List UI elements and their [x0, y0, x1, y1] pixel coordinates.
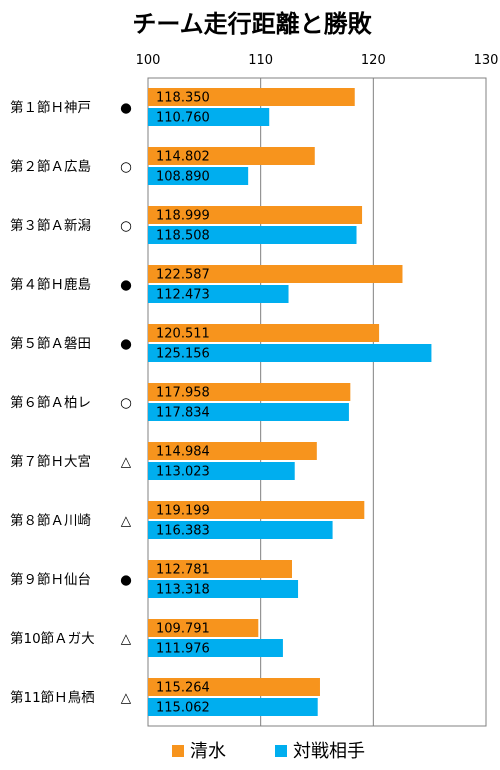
category-label: 第８節Ａ川崎 [10, 512, 91, 529]
data-label: 113.318 [156, 583, 210, 598]
bar [148, 324, 380, 342]
legend: 清水 対戦相手 [172, 741, 365, 762]
data-label: 116.383 [156, 524, 210, 539]
data-label: 118.508 [156, 229, 210, 244]
grid-lines [147, 77, 487, 727]
result-mark: ● [120, 336, 132, 352]
bar [148, 226, 357, 244]
bar [148, 344, 432, 362]
data-label: 118.999 [156, 209, 210, 224]
data-label: 117.958 [156, 386, 210, 401]
result-mark: ○ [120, 395, 132, 411]
data-label: 115.264 [156, 681, 210, 696]
bar [148, 265, 403, 283]
result-mark: △ [121, 454, 132, 470]
result-mark: △ [121, 690, 132, 706]
result-mark: ○ [120, 159, 132, 175]
plot-frame [147, 77, 487, 727]
x-tick-label: 110 [248, 53, 273, 68]
data-label: 120.511 [156, 327, 210, 342]
category-label: 第４節Ｈ鹿島 [10, 276, 91, 293]
bar [148, 88, 355, 106]
bars: 118.350 110.760 114.802 108.890 118.999 118.5… [148, 88, 432, 716]
bar [148, 698, 318, 716]
x-tick-label: 120 [361, 53, 386, 68]
bar [148, 462, 295, 480]
data-label: 118.350 [156, 91, 210, 106]
data-label: 108.890 [156, 170, 210, 185]
data-label: 115.062 [156, 701, 210, 716]
bar [148, 442, 317, 460]
x-axis-ticks: 100 110 120 130 [136, 53, 499, 68]
bar [148, 639, 283, 657]
x-tick-label: 100 [136, 53, 161, 68]
bar [148, 678, 320, 696]
category-label: 第３節Ａ新潟 [10, 217, 91, 234]
data-label: 114.984 [156, 445, 210, 460]
category-label: 第７節Ｈ大宮 [10, 453, 91, 470]
category-labels: 第１節Ｈ神戸 ● 第２節Ａ広島 ○ 第３節Ａ新潟 ○ 第４節Ｈ鹿島 ● 第５節Ａ磐田 ● 第６節Ａ柏… [10, 99, 132, 706]
category-label: 第５節Ａ磐田 [10, 335, 91, 352]
result-mark: ● [120, 277, 132, 293]
bar [148, 560, 292, 578]
category-label: 第９節Ｈ仙台 [10, 571, 91, 588]
legend-swatch [275, 745, 287, 757]
data-label: 114.802 [156, 150, 210, 165]
result-mark: ● [120, 100, 132, 116]
bar [148, 383, 351, 401]
bar [148, 580, 299, 598]
data-label: 112.781 [156, 563, 210, 578]
data-label: 122.587 [156, 268, 210, 283]
result-mark: ○ [120, 218, 132, 234]
bar [148, 147, 315, 165]
bar [148, 167, 249, 185]
category-label: 第６節Ａ柏レ [10, 394, 91, 411]
category-label: 第１節Ｈ神戸 [10, 99, 91, 116]
bar [148, 285, 289, 303]
bar [148, 206, 363, 224]
data-label: 117.834 [156, 406, 210, 421]
data-label: 113.023 [156, 465, 210, 480]
category-label: 第10節Ａガ大 [10, 630, 95, 647]
bar [148, 108, 270, 126]
data-label: 110.760 [156, 111, 210, 126]
result-mark: △ [121, 631, 132, 647]
legend-label: 清水 [190, 741, 226, 762]
bar [148, 521, 333, 539]
data-label: 119.199 [156, 504, 210, 519]
category-label: 第２節Ａ広島 [10, 158, 91, 175]
x-tick-label: 130 [474, 53, 499, 68]
bar [148, 403, 349, 421]
data-label: 109.791 [156, 622, 210, 637]
result-mark: ● [120, 572, 132, 588]
bar [148, 619, 259, 637]
legend-label: 対戦相手 [293, 741, 365, 762]
category-label: 第11節Ｈ鳥栖 [10, 689, 95, 706]
result-mark: △ [121, 513, 132, 529]
data-label: 111.976 [156, 642, 210, 657]
data-label: 125.156 [156, 347, 210, 362]
chart-title: チーム走行距離と勝敗 [132, 10, 372, 38]
bar [148, 501, 365, 519]
legend-swatch [172, 745, 184, 757]
data-label: 112.473 [156, 288, 210, 303]
